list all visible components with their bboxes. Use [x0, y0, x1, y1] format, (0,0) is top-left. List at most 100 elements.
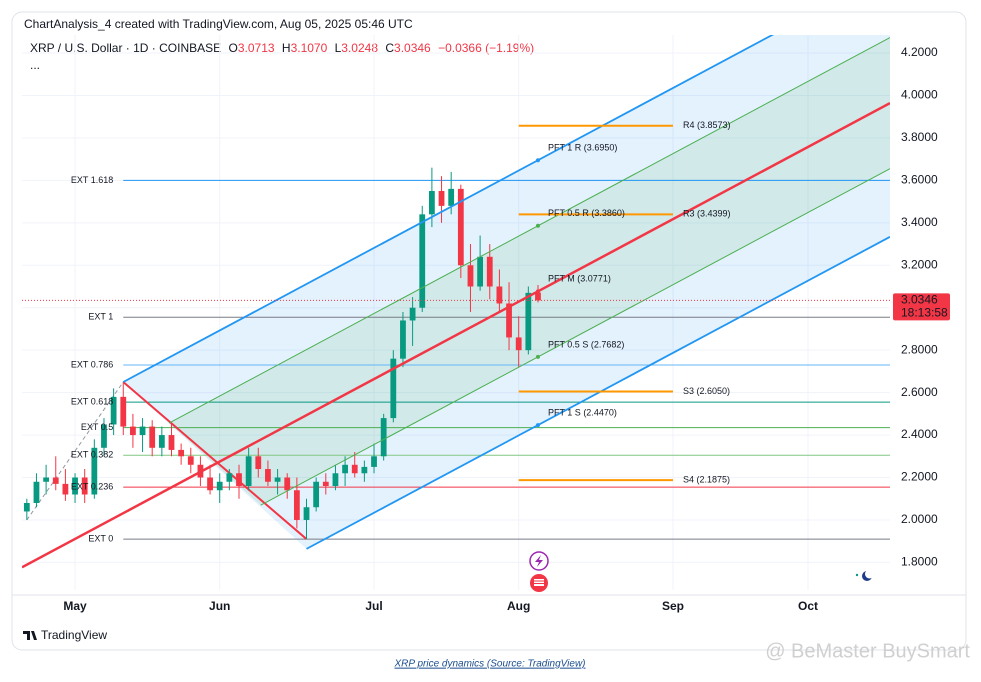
candle-body — [130, 426, 136, 436]
y-tick-label: 2.0000 — [901, 512, 938, 526]
y-tick-label: 2.4000 — [901, 427, 938, 441]
x-tick-label: May — [63, 599, 87, 613]
pitchfork-outer-fill — [123, 35, 890, 549]
brand: TradingView — [41, 628, 107, 642]
candle-body — [110, 396, 117, 425]
candle-body — [477, 256, 484, 287]
y-tick-label: 3.8000 — [901, 130, 938, 144]
pitchfork-base — [122, 381, 308, 540]
o-label: O — [229, 41, 238, 55]
candle-body — [428, 190, 435, 215]
candle-body — [139, 426, 146, 436]
extension-label: EXT 0.618 — [71, 397, 113, 407]
candle-body — [371, 456, 377, 467]
candle-body — [62, 483, 69, 495]
x-tick-label: Oct — [798, 599, 818, 613]
y-tick-label: 2.8000 — [901, 342, 938, 356]
pitchfork-line — [122, 35, 775, 383]
c-value: 3.0346 — [394, 41, 431, 55]
pitchfork-line — [22, 101, 890, 569]
pitchfork-line — [306, 236, 890, 550]
pitchfork-line — [260, 168, 890, 506]
brand-logo: TradingView — [23, 628, 107, 642]
pivot-label: R4 (3.8573) — [683, 120, 731, 130]
session-icon — [855, 569, 874, 581]
pitchfork-point — [535, 423, 540, 428]
candle-body — [322, 481, 329, 487]
candle-body — [207, 477, 213, 491]
extension-label: EXT 0.5 — [81, 422, 113, 432]
candle-body — [255, 456, 262, 470]
candle-body — [274, 477, 281, 482]
price-tag-value: 3.0346 — [901, 293, 938, 307]
candle-body — [168, 435, 175, 450]
pitchfork-handle — [26, 381, 124, 521]
candle-body — [52, 477, 59, 484]
legend: XRP / U.S. Dollar · 1D · COINBASE O3.071… — [30, 41, 534, 55]
candle-body — [33, 481, 40, 503]
candle-body — [43, 477, 50, 482]
candle-body — [400, 320, 406, 359]
candle-body — [496, 286, 503, 304]
candle-body — [438, 190, 445, 206]
candle-body — [72, 477, 78, 495]
c-label: C — [385, 41, 394, 55]
symbol: XRP / U.S. Dollar · 1D · COINBASE — [30, 41, 221, 55]
candle-body — [216, 481, 223, 491]
pitchfork-label: PFT 0.5 S (2.7682) — [548, 339, 624, 349]
candle-body — [332, 473, 339, 487]
candle-body — [486, 256, 493, 287]
pivot-label: S4 (2.1875) — [683, 475, 730, 485]
candle-body — [467, 265, 474, 287]
candle-body — [23, 502, 30, 512]
event-icons — [529, 551, 549, 592]
y-tick-label: 2.2000 — [901, 470, 938, 484]
extension-label: EXT 0.786 — [71, 359, 113, 369]
extension-label: EXT 0 — [88, 533, 113, 543]
x-tick-label: Aug — [507, 599, 530, 613]
x-tick-label: Jul — [365, 599, 382, 613]
candle-body — [313, 481, 320, 508]
candle-body — [342, 464, 348, 474]
pitchfork-point — [535, 289, 540, 294]
y-tick-label: 3.4000 — [901, 215, 938, 229]
y-tick-label: 3.2000 — [901, 257, 938, 271]
extension-label: EXT 1.618 — [71, 175, 113, 185]
candle-body — [81, 477, 88, 495]
pitchfork-line — [168, 37, 890, 424]
extension-label: EXT 0.236 — [71, 481, 113, 491]
pitchfork-point — [535, 223, 540, 228]
candle-body — [515, 337, 522, 351]
y-tick-label: 1.8000 — [901, 555, 938, 569]
candle-body — [506, 303, 512, 338]
price-tag-countdown: 18:13:58 — [901, 306, 948, 320]
candle-body — [293, 490, 300, 520]
candle-body — [265, 469, 271, 482]
extension-label: EXT 1 — [88, 312, 113, 322]
pitchfork-label: PFT 0.5 R (3.3860) — [548, 208, 625, 218]
candle-body — [101, 424, 107, 448]
pitchfork-label: PFT 1 S (2.4470) — [548, 407, 617, 417]
caption: XRP price dynamics (Source: TradingView) — [394, 659, 586, 670]
pitchfork-label: PFT 1 R (3.6950) — [548, 143, 617, 153]
l-value: 3.0248 — [341, 41, 378, 55]
y-tick-label: 3.6000 — [901, 173, 938, 187]
candle-body — [149, 426, 156, 448]
candle-body — [236, 473, 242, 487]
price-tag — [893, 293, 950, 321]
chart-title: ChartAnalysis_4 created with TradingView… — [24, 17, 413, 31]
pivot-label: R3 (3.4399) — [683, 209, 731, 219]
candle-body — [419, 214, 426, 308]
candle-body — [178, 449, 185, 457]
candle-body — [409, 307, 416, 321]
candle-body — [226, 473, 233, 482]
candle-body — [187, 456, 194, 465]
h-value: 3.1070 — [291, 41, 328, 55]
pivot-label: S3 (2.6050) — [683, 386, 730, 396]
candle-body — [351, 464, 358, 474]
candle-body — [457, 188, 464, 266]
candle-body — [91, 447, 98, 495]
l-label: L — [335, 41, 342, 55]
candle-body — [448, 188, 455, 206]
y-tick-label: 4.2000 — [901, 45, 938, 59]
